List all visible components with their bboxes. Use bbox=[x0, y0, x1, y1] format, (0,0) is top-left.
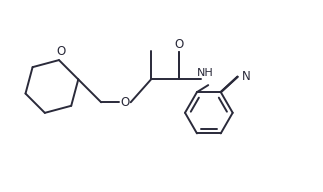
Text: O: O bbox=[174, 38, 183, 51]
Text: N: N bbox=[242, 70, 251, 83]
Text: NH: NH bbox=[197, 68, 214, 78]
Text: O: O bbox=[120, 96, 130, 109]
Text: O: O bbox=[56, 45, 65, 58]
